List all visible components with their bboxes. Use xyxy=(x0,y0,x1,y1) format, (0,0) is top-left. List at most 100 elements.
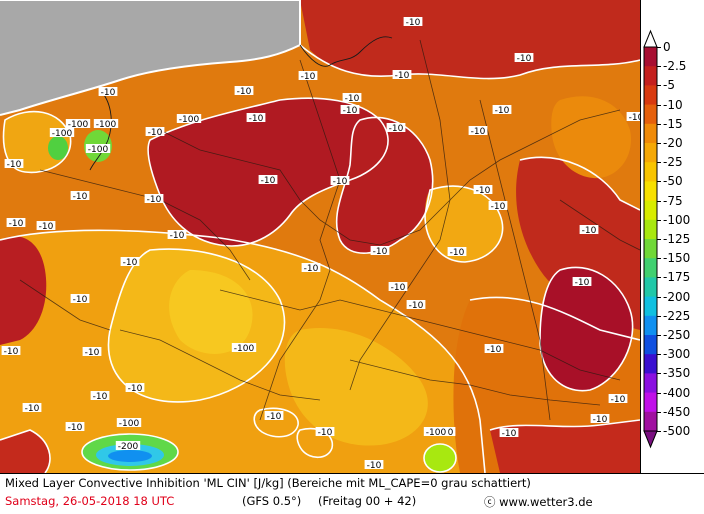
contour-label-bg xyxy=(342,93,362,102)
colorbar-tick-label: -150 xyxy=(663,251,691,266)
colorbar-tick-label: -2.5 xyxy=(663,59,687,74)
contour-label-bg xyxy=(70,191,90,200)
contour-label: -10 xyxy=(593,415,608,425)
colorbar-top-arrow xyxy=(643,29,658,48)
colorbar-swatch xyxy=(644,123,657,144)
colorbar-tick-label: -175 xyxy=(663,270,691,285)
colorbar-tick-mark xyxy=(657,219,661,221)
contour-label: -10 xyxy=(333,177,348,187)
contour-label: -10 xyxy=(249,114,264,124)
contour-label: -10 xyxy=(301,72,316,82)
contour-label: -10 xyxy=(406,18,421,28)
colorbar-tick-label: -400 xyxy=(663,385,691,400)
contour-label-bg xyxy=(572,277,592,286)
contour-label: -10 xyxy=(502,429,517,439)
contour-label: -10 xyxy=(148,128,163,138)
colorbar-tick-mark xyxy=(657,66,661,68)
contour-label-bg xyxy=(364,460,384,469)
contour-label-bg xyxy=(116,418,142,427)
contour-label: -10 xyxy=(7,160,22,170)
colorbar-tick-label: -15 xyxy=(663,116,683,131)
contour-label-bg xyxy=(144,194,164,203)
contour-label: -10 xyxy=(25,404,40,414)
colorbar-swatch xyxy=(644,181,657,202)
contour-label: -10 xyxy=(373,247,388,257)
contour-label: -10 xyxy=(409,301,424,311)
model-info: (GFS 0.5°) xyxy=(242,494,302,508)
contour-label-bg xyxy=(423,427,449,436)
contour-label: -10 xyxy=(391,283,406,293)
contour-label-bg xyxy=(468,126,488,135)
contour-label-bg xyxy=(65,119,91,128)
contour-label-bg xyxy=(447,247,467,256)
copyright-link[interactable]: ⓒ www.wetter3.de xyxy=(484,495,593,509)
contour-label-bg xyxy=(65,422,85,431)
contour-label-bg xyxy=(514,53,534,62)
colorbar-tick-mark xyxy=(657,296,661,298)
contour-label: -10 xyxy=(128,384,143,394)
colorbar-tick-mark xyxy=(657,431,661,432)
contour-label: -10 xyxy=(611,395,626,405)
colorbar-tick-label: -500 xyxy=(663,424,691,438)
contour-label: -10 xyxy=(73,295,88,305)
contour-label: -200 xyxy=(118,442,139,452)
colorbar-swatch xyxy=(644,373,657,394)
colorbar-tick-mark xyxy=(657,258,661,260)
contour-label: -10 xyxy=(495,106,510,116)
colorbar-tick-mark xyxy=(657,181,661,183)
contour-label-bg xyxy=(330,176,350,185)
contour-label-bg xyxy=(246,113,266,122)
contour-label-bg xyxy=(340,105,360,114)
contour-label: -10 xyxy=(85,348,100,358)
contour-label-bg xyxy=(264,411,284,420)
contour-labels: -10-10-10-10-10-10-10-10-10-10-100-100-1… xyxy=(1,17,640,471)
contour-label: -10 xyxy=(318,428,333,438)
contour-label: -10 xyxy=(395,71,410,81)
contour-label: -10 xyxy=(9,219,24,229)
contour-label: -100 xyxy=(96,120,117,130)
cin-map: -10-10-10-10-10-10-10-10-10-10-100-100-1… xyxy=(0,0,641,473)
contour-label: -10 xyxy=(517,54,532,64)
run-info: (Freitag 00 + 42) xyxy=(318,494,417,508)
contour-label-bg xyxy=(1,346,21,355)
colorbar-swatch xyxy=(644,200,657,221)
colorbar-swatch xyxy=(644,335,657,355)
contour-label: -10 xyxy=(93,392,108,402)
contour-label: -10 xyxy=(476,186,491,196)
contour-label-bg xyxy=(608,394,628,403)
contour-label: -100 xyxy=(179,115,200,125)
contour-label-bg xyxy=(6,218,26,227)
colorbar-tick-mark xyxy=(657,239,661,240)
colorbar-swatch xyxy=(644,162,657,182)
colorbar-swatch xyxy=(644,239,657,259)
colorbar-tick-mark xyxy=(657,373,661,375)
contour-label: -10 xyxy=(450,248,465,258)
colorbar-tick-mark xyxy=(657,47,661,48)
contour-label-bg xyxy=(145,127,165,136)
colorbar-swatch xyxy=(644,66,657,86)
colorbar-tick-label: -5 xyxy=(663,78,675,93)
contour-label: -10 xyxy=(389,124,404,134)
contour-label-bg xyxy=(176,114,202,123)
colorbar-swatch xyxy=(644,47,657,67)
contour-label: -10 xyxy=(491,202,506,212)
colorbar-tick-mark xyxy=(657,162,661,164)
contour-label: -10 xyxy=(345,94,360,104)
colorbar-tick-label: -450 xyxy=(663,404,691,419)
contour-label-bg xyxy=(22,403,42,412)
contour-label: -10 xyxy=(471,127,486,137)
contour-label-bg xyxy=(406,300,426,309)
colorbar-tick-label: -100 xyxy=(663,212,691,227)
colorbar-tick-mark xyxy=(657,143,661,144)
contour-label: -100 xyxy=(234,344,255,354)
contour-label-bg xyxy=(403,17,423,26)
colorbar-swatch xyxy=(644,258,657,278)
colorbar-swatch xyxy=(644,85,657,106)
contour-label: -10 xyxy=(575,278,590,288)
colorbar-tick-label: -200 xyxy=(663,289,691,304)
contour-label-bg xyxy=(392,70,412,79)
contour-label: -100 xyxy=(68,120,89,130)
contour-label: -10 xyxy=(4,347,19,357)
colorbar-tick-label: -250 xyxy=(663,328,691,342)
contour-label: -100 xyxy=(52,129,73,139)
